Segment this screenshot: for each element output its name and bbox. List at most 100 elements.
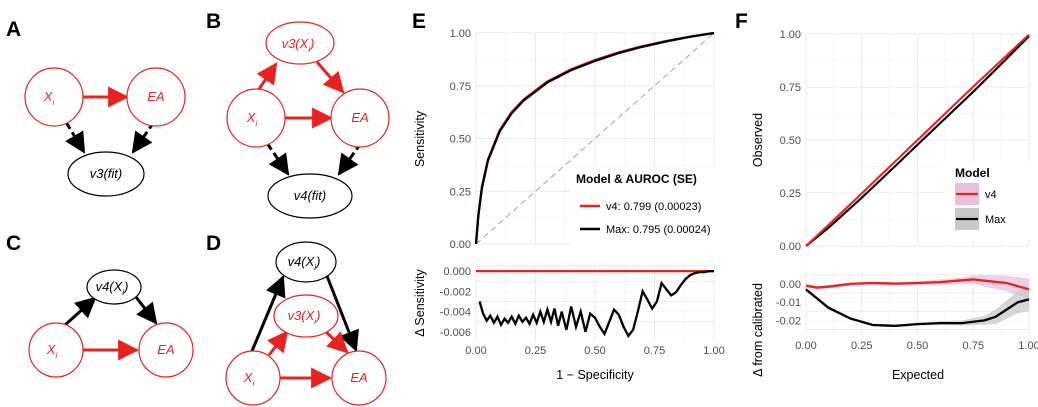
node-fit	[67, 151, 145, 197]
node-fit-label: v4(fit)	[294, 188, 327, 203]
y-tick-label: 0.000	[443, 266, 471, 278]
y-tick-label: 0.25	[780, 188, 801, 200]
node-ea	[126, 67, 186, 127]
node-ea-label: EA	[351, 110, 368, 125]
node-fit	[267, 173, 353, 219]
edge-xi-v3	[267, 330, 289, 356]
delta-line-v4	[805, 278, 1030, 291]
node-xi	[226, 88, 286, 148]
panel-label-e: E	[412, 10, 426, 33]
x-axis-title: Expected	[892, 368, 944, 382]
panel-c: C v4(Xi) Xi EA	[6, 232, 194, 378]
node-xi	[28, 322, 84, 378]
panel-d: D v4(Xi) v3(Xi) Xi EA	[206, 232, 387, 406]
delta-line-max	[478, 269, 714, 339]
calibration-line-v4	[805, 33, 1030, 247]
node-v3-label: v3(Xi)	[288, 308, 321, 326]
node-v3-label: v3(Xi)	[282, 36, 315, 54]
node-xi	[225, 350, 281, 406]
delta-line-max	[805, 288, 1030, 328]
legend-label: v4	[985, 189, 997, 201]
edge-xi-v4	[63, 296, 97, 327]
panel-label-d: D	[206, 232, 221, 255]
y-tick-label: 0.00	[780, 279, 801, 291]
panel-label-c: C	[6, 232, 21, 255]
x-axis-title: 1 − Specificity	[556, 368, 634, 382]
chart-f-bottom: 0.00 -0.01 -0.02 0.00 0.25 0.50 0.75 1.00 Δ from…	[751, 273, 1038, 382]
edge-xi-v4	[250, 275, 286, 352]
node-xi	[24, 67, 84, 127]
x-tick-label: 0.75	[963, 340, 984, 352]
legend-label: Max: 0.795 (0.00024)	[606, 224, 711, 236]
chart-e-top: 0.00 0.25 0.50 0.75 1.00 Sensitivity Model & A…	[413, 28, 716, 251]
x-tick-label: 0.25	[525, 345, 546, 357]
node-v4-label: v4(Xi)	[96, 279, 129, 297]
y-axis-title: Sensitivity	[413, 110, 427, 167]
x-tick-label: 0.50	[584, 345, 605, 357]
node-xi-label: Xi	[43, 89, 55, 107]
x-tick-label: 1.00	[703, 345, 724, 357]
x-tick-label: 1.00	[1018, 340, 1038, 352]
y-tick-label: 1.00	[780, 29, 801, 41]
confidence-band-v4	[806, 275, 1029, 299]
x-tick-label: 0.75	[644, 345, 665, 357]
calibration-line-max	[805, 35, 1030, 247]
diagonal-reference-line	[475, 32, 715, 245]
edge-v4-ea	[325, 275, 359, 352]
y-tick-label: -0.002	[440, 286, 471, 298]
edge-ea-fit	[131, 121, 156, 154]
edge-ea-fit	[337, 142, 363, 176]
y-tick-label: 0.50	[780, 135, 801, 147]
roc-line-max	[474, 31, 715, 245]
y-tick-label: 0.75	[450, 81, 471, 93]
node-ea	[330, 88, 390, 148]
node-v4	[275, 241, 337, 283]
node-ea-label: EA	[350, 370, 367, 385]
x-tick-label: 0.00	[795, 340, 816, 352]
legend-title: Model & AUROC (SE)	[576, 172, 697, 186]
node-ea-label: EA	[157, 342, 174, 357]
legend-label: Max	[985, 214, 1006, 226]
edge-xi-fit	[265, 142, 290, 176]
x-tick-label: 0.00	[465, 345, 486, 357]
edge-v3-ea	[322, 328, 349, 354]
node-v4-label: v4(Xi)	[288, 254, 321, 272]
panel-label-a: A	[6, 18, 21, 41]
y-tick-label: 0.00	[780, 241, 801, 253]
y-tick-label: 0.00	[450, 239, 471, 251]
y-tick-label: -0.004	[440, 307, 471, 319]
y-axis-title: Δ Sensitivity	[413, 269, 427, 337]
edge-v4-ea	[134, 296, 158, 325]
panel-a: A Xi EA v3(fit)	[6, 18, 186, 197]
node-v3	[265, 21, 335, 65]
chart-e-bottom: 0.000 -0.002 -0.004 -0.006 0.00 0.25 0.50 0.75 1…	[413, 265, 725, 382]
legend-label: v4: 0.799 (0.00023)	[606, 201, 701, 213]
x-tick-label: 0.25	[851, 340, 872, 352]
node-xi-label: Xi	[46, 342, 58, 360]
edge-xi-fit	[64, 121, 86, 154]
y-tick-label: -0.02	[776, 315, 801, 327]
node-v3	[273, 294, 339, 338]
y-tick-label: 0.75	[780, 82, 801, 94]
y-tick-label: -0.01	[776, 297, 801, 309]
panel-label-b: B	[206, 10, 221, 33]
y-tick-label: 1.00	[450, 28, 471, 40]
node-ea	[138, 322, 194, 378]
y-axis-title: Observed	[751, 113, 765, 167]
node-xi-label: Xi	[243, 370, 255, 388]
chart-f-top: 0.00 0.25 0.50 0.75 1.00 Observed Model v4 Max	[751, 29, 1030, 253]
panel-b: B v3(Xi) Xi EA v4(fit)	[206, 10, 390, 219]
y-tick-label: 0.50	[450, 134, 471, 146]
y-tick-label: -0.006	[440, 327, 471, 339]
node-v4	[86, 269, 142, 305]
node-ea-label: EA	[147, 89, 164, 104]
y-tick-label: 0.25	[450, 186, 471, 198]
legend-title: Model	[955, 166, 990, 180]
edge-xi-v3	[255, 62, 278, 93]
node-xi-label: Xi	[246, 110, 258, 128]
x-tick-label: 0.50	[907, 340, 928, 352]
panel-label-f: F	[735, 10, 748, 33]
edge-v3-ea	[315, 61, 345, 94]
node-fit-label: v3(fit)	[90, 166, 123, 181]
